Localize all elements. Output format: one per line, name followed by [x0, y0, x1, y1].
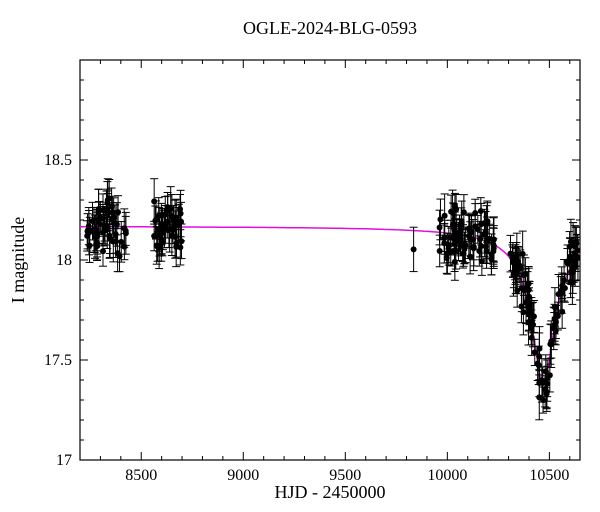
svg-text:17: 17: [56, 452, 72, 469]
svg-text:10000: 10000: [427, 467, 467, 484]
svg-text:9000: 9000: [227, 467, 259, 484]
x-axis-label: HJD - 2450000: [275, 482, 386, 502]
light-curve-plot: OGLE-2024-BLG-0593 HJD - 2450000 I magnitu…: [0, 0, 600, 512]
y-axis-label: I magnitude: [8, 217, 28, 303]
svg-text:10500: 10500: [529, 467, 569, 484]
svg-text:9500: 9500: [329, 467, 361, 484]
svg-text:17.5: 17.5: [44, 352, 72, 369]
svg-text:18: 18: [56, 252, 72, 269]
chart-title: OGLE-2024-BLG-0593: [243, 18, 417, 38]
svg-text:18.5: 18.5: [44, 152, 72, 169]
svg-text:8500: 8500: [125, 467, 157, 484]
chart-container: { "chart": { "type": "scatter-with-fit",…: [0, 0, 600, 512]
